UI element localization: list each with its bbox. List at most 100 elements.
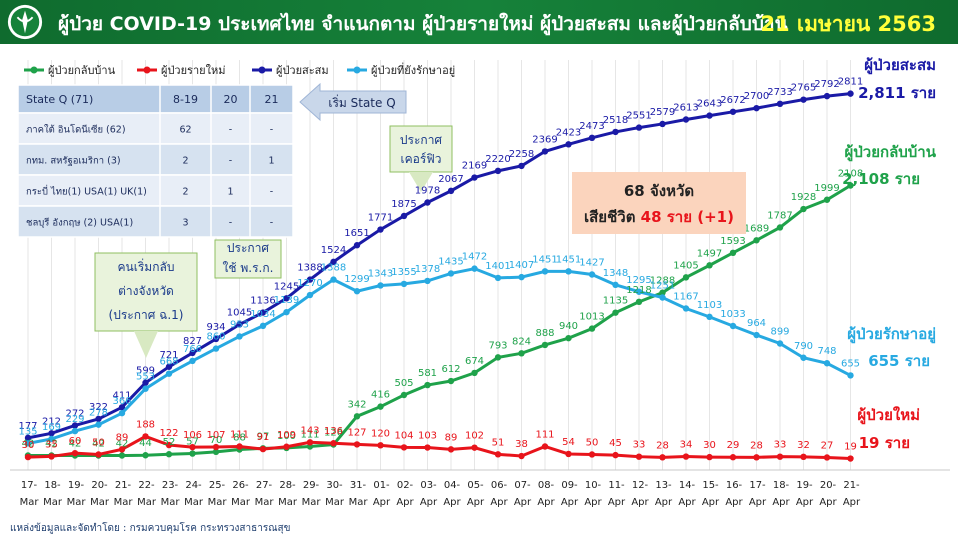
state-q-cell: - [229, 156, 232, 167]
series-line-cumulative [27, 92, 851, 440]
data-point-active [635, 288, 643, 295]
data-label-recovered: 97 [257, 431, 270, 442]
data-label-recovered: 342 [347, 399, 366, 410]
x-tick-label: 21-Apr [843, 480, 861, 508]
data-label-cumulative: 599 [136, 366, 155, 377]
data-label-active: 1401 [485, 261, 510, 272]
data-point-cumulative [447, 187, 455, 195]
data-label-cumulative: 934 [206, 322, 225, 333]
data-label-cumulative: 1771 [368, 213, 393, 224]
data-label-recovered: 888 [535, 328, 554, 339]
series-end-label-new: ผู้ป่วยใหม่ [857, 406, 920, 425]
data-label-recovered: 100 [277, 431, 296, 442]
data-label-new: 30 [22, 440, 35, 451]
data-label-cumulative: 2473 [579, 121, 604, 132]
state-q-cell: ชลบุรี อังกฤษ (2) USA(1) [26, 217, 133, 229]
data-label-active: 1167 [673, 291, 698, 302]
data-label-active: 1139 [274, 295, 299, 306]
data-label-new: 54 [562, 437, 575, 448]
data-point-recovered [565, 334, 572, 342]
data-point-cumulative [424, 199, 431, 206]
data-label-active: 1343 [368, 268, 393, 279]
x-tick-label: 18-Apr [772, 480, 790, 508]
data-label-active: 278 [89, 408, 108, 419]
x-tick-label: 19-Apr [796, 480, 814, 508]
data-label-new: 60 [69, 436, 82, 447]
data-label-new: 143 [300, 425, 319, 436]
data-label-active: 1435 [438, 256, 463, 267]
data-point-recovered [541, 341, 549, 349]
data-point-cumulative [48, 430, 55, 437]
data-point-new [400, 444, 408, 451]
data-label-recovered: 42 [22, 439, 35, 450]
data-point-new [541, 443, 549, 450]
data-point-cumulative [283, 295, 290, 302]
data-label-active: 1251 [650, 281, 675, 292]
x-tick-label: 12-Apr [631, 480, 649, 508]
data-label-cumulative: 721 [159, 350, 178, 361]
data-label-active: 169 [42, 422, 61, 433]
data-label-recovered: 674 [465, 356, 484, 367]
data-label-new: 127 [347, 427, 366, 438]
data-point-cumulative [612, 128, 619, 136]
x-tick-label: 06-Apr [490, 480, 508, 508]
data-point-new [565, 450, 572, 458]
data-label-new: 19 [844, 442, 857, 453]
series-end-value-new: 19 ราย [859, 434, 910, 452]
state-q-row [17, 143, 294, 176]
data-label-recovered: 1928 [791, 192, 816, 203]
data-label-new: 188 [136, 419, 155, 430]
x-tick-label: 19-Mar [67, 480, 87, 508]
data-point-active [236, 333, 243, 340]
data-point-active [494, 274, 502, 282]
x-tick-label: 31-Mar [349, 480, 369, 508]
legend-swatch-dot [258, 66, 266, 74]
state-q-cell: 62 [179, 125, 191, 136]
data-point-recovered [588, 325, 596, 332]
legend-entry: ผู้ป่วยสะสม [276, 64, 329, 77]
data-point-active [142, 385, 149, 392]
series-line-active [27, 267, 852, 445]
data-label-active: 860 [206, 332, 225, 343]
data-point-recovered [189, 450, 196, 457]
data-label-recovered: 1218 [626, 285, 651, 296]
data-point-new [259, 445, 267, 453]
data-point-new [283, 443, 290, 450]
data-label-active: 1451 [532, 254, 557, 265]
data-point-recovered [353, 413, 361, 420]
data-point-new [706, 453, 713, 461]
data-label-recovered: 416 [371, 390, 390, 401]
data-label-cumulative: 2518 [603, 115, 628, 126]
data-point-new [330, 440, 337, 447]
data-label-recovered: 505 [394, 378, 413, 389]
data-point-new [471, 444, 478, 451]
data-point-active [588, 271, 596, 278]
data-point-new [823, 454, 831, 461]
state-q-callout-text: เริ่ม State Q [328, 94, 395, 110]
data-label-new: 50 [586, 437, 599, 448]
data-label-recovered: 1497 [697, 248, 722, 259]
data-point-active [612, 281, 619, 289]
data-label-cumulative: 177 [18, 421, 37, 432]
data-label-new: 103 [418, 431, 437, 442]
data-point-cumulative [588, 134, 596, 142]
data-label-new: 29 [727, 440, 740, 451]
data-label-cumulative: 411 [112, 390, 131, 401]
x-tick-label: 24-Mar [184, 480, 204, 508]
data-point-new [424, 444, 431, 451]
data-label-recovered: 824 [512, 336, 531, 347]
data-point-cumulative [565, 141, 572, 148]
annotation-text: ใช้ พ.ร.ก. [223, 261, 274, 275]
data-label-active: 229 [65, 414, 84, 425]
data-label-recovered: 70 [210, 435, 223, 446]
data-label-recovered: 1405 [673, 260, 698, 271]
data-label-active: 748 [817, 346, 836, 357]
data-point-active [283, 308, 290, 316]
data-point-new [118, 446, 126, 453]
data-point-new [377, 442, 384, 449]
series-end-label-recovered: ผู้ป่วยกลับบ้าน [844, 143, 936, 162]
data-point-new [588, 451, 596, 458]
data-point-cumulative [800, 96, 807, 103]
x-tick-label: 29-Mar [302, 480, 322, 508]
